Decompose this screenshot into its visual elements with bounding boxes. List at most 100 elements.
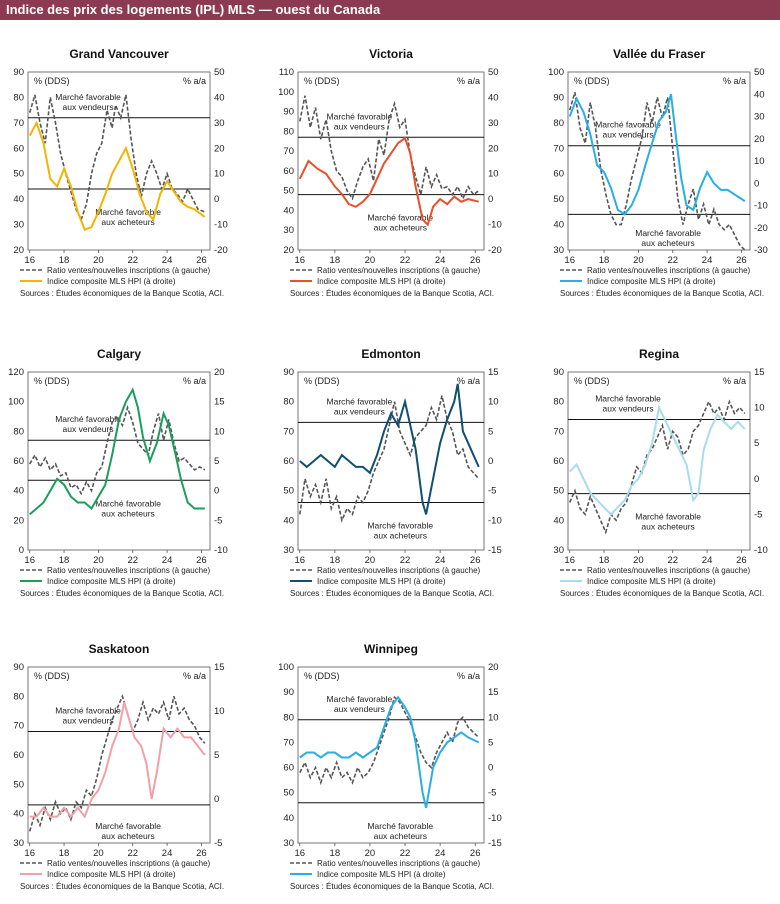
left-tick-label: 60 [283, 456, 294, 467]
x-tick-label: 20 [93, 848, 104, 859]
left-tick-label: 30 [13, 220, 24, 231]
chart-panel: Grand Vancouver 20 30 40 50 60 70 80 90 -20 -10 0 10… [13, 47, 227, 298]
legend-hpi-label: Indice composite MLS HPI (à droite) [317, 577, 446, 586]
left-tick-label: 70 [283, 426, 294, 437]
x-tick-label: 20 [633, 555, 644, 566]
x-tick-label: 18 [330, 255, 341, 266]
right-tick-label: 20 [754, 134, 765, 145]
sellers-annotation: Marché favorable [595, 120, 661, 130]
left-tick-label: 40 [553, 220, 564, 231]
ratio-series-line [299, 695, 480, 786]
sellers-annotation: aux vendeurs [603, 403, 654, 413]
left-tick-label: 70 [553, 426, 564, 437]
chart-panel: Calgary 0 20 40 60 80 100 120 -10 -5 0 5 10 15 20 16 18 2… [8, 347, 228, 598]
plot-frame [27, 666, 211, 844]
right-tick-label: 15 [488, 687, 499, 698]
right-tick-label: -5 [488, 788, 496, 799]
x-tick-label: 24 [435, 848, 446, 859]
left-tick-label: 30 [553, 245, 564, 256]
x-tick-label: 18 [330, 848, 341, 859]
buyers-annotation: Marché favorable [635, 228, 701, 238]
right-unit-label: % a/a [457, 671, 480, 681]
left-tick-label: 50 [283, 186, 294, 197]
chart-title: Grand Vancouver [69, 47, 169, 61]
right-unit-label: % a/a [183, 376, 206, 386]
buyers-annotation: aux acheteurs [641, 238, 694, 248]
right-unit-label: % a/a [457, 76, 480, 86]
ratio-series-line [568, 399, 746, 535]
legend-hpi-label: Indice composite MLS HPI (à droite) [47, 577, 176, 586]
right-tick-label: 10 [214, 426, 225, 437]
right-tick-label: 0 [214, 194, 219, 205]
hpi-series-line [29, 387, 205, 516]
sellers-annotation: Marché favorable [55, 706, 121, 716]
chart-title: Victoria [369, 47, 413, 61]
sources-note: Sources : Études économiques de la Banqu… [20, 289, 224, 298]
right-tick-label: 10 [488, 169, 499, 180]
chart-panel: Regina 30 40 50 60 70 80 90 -10 -5 0 5 10 15 16 18 20 22 2… [553, 347, 767, 598]
x-tick-label: 26 [196, 555, 207, 566]
right-tick-label: 5 [754, 438, 759, 449]
left-tick-label: 40 [13, 486, 24, 497]
sellers-annotation: Marché favorable [327, 111, 393, 121]
right-tick-label: 20 [488, 662, 499, 673]
left-tick-label: 0 [19, 545, 24, 556]
right-tick-label: 10 [488, 712, 499, 723]
left-tick-label: 120 [8, 367, 24, 378]
right-tick-label: 0 [214, 794, 219, 805]
hpi-series-line [568, 94, 746, 216]
right-tick-label: 15 [214, 397, 225, 408]
x-tick-label: 20 [365, 255, 376, 266]
left-tick-label: 90 [553, 92, 564, 103]
left-tick-label: 80 [553, 118, 564, 129]
chart-title: Edmonton [361, 347, 420, 361]
left-tick-label: 50 [13, 169, 24, 180]
left-tick-label: 90 [283, 367, 294, 378]
legend-ratio-label: Ratio ventes/nouvelles inscriptions (à g… [47, 859, 211, 868]
sellers-annotation: aux vendeurs [334, 121, 385, 131]
right-unit-label: % a/a [183, 671, 206, 681]
right-tick-label: 10 [754, 156, 765, 167]
chart-panel: Victoria 20 30 40 50 60 70 80 90 100 110 -20 -10 0 10 2… [278, 47, 502, 298]
buyers-annotation: Marché favorable [95, 821, 161, 831]
left-tick-label: 50 [553, 194, 564, 205]
right-tick-label: -10 [488, 220, 502, 231]
left-tick-label: 100 [548, 67, 564, 78]
x-tick-label: 22 [667, 555, 678, 566]
x-tick-label: 22 [127, 255, 138, 266]
left-tick-label: 20 [13, 245, 24, 256]
left-unit-label: % (DDS) [34, 671, 70, 681]
chart-panel: Saskatoon 30 40 50 60 70 80 90 -5 0 5 10 15 16 18 20 22 2… [13, 642, 224, 891]
page-title: Indice des prix des logements (IPL) MLS … [6, 2, 381, 17]
legend-ratio-label: Ratio ventes/nouvelles inscriptions (à g… [47, 566, 211, 575]
buyers-annotation: aux acheteurs [641, 522, 694, 532]
sellers-annotation: aux vendeurs [63, 102, 114, 112]
x-tick-label: 26 [736, 555, 747, 566]
right-tick-label: 30 [488, 118, 499, 129]
chart-title: Winnipeg [364, 642, 418, 656]
right-tick-label: -10 [488, 515, 502, 526]
x-tick-label: 16 [294, 255, 305, 266]
ratio-series-line [299, 95, 480, 201]
left-tick-label: 80 [13, 92, 24, 103]
legend-ratio-label: Ratio ventes/nouvelles inscriptions (à g… [317, 266, 481, 275]
x-tick-label: 24 [702, 555, 713, 566]
left-tick-label: 60 [283, 166, 294, 177]
left-tick-label: 20 [13, 515, 24, 526]
x-tick-label: 18 [59, 255, 70, 266]
hpi-series-line [299, 383, 480, 515]
left-tick-label: 30 [283, 545, 294, 556]
plot-frame [297, 371, 485, 551]
right-unit-label: % a/a [723, 376, 746, 386]
x-tick-label: 16 [24, 555, 35, 566]
left-tick-label: 90 [13, 662, 24, 673]
x-tick-label: 20 [365, 848, 376, 859]
right-tick-label: 20 [214, 143, 225, 154]
right-tick-label: 30 [754, 112, 765, 123]
legend-ratio-label: Ratio ventes/nouvelles inscriptions (à g… [47, 266, 211, 275]
x-tick-label: 18 [330, 555, 341, 566]
ratio-series-line [28, 693, 206, 832]
x-tick-label: 18 [59, 555, 70, 566]
left-tick-label: 50 [283, 788, 294, 799]
left-tick-label: 90 [283, 107, 294, 118]
